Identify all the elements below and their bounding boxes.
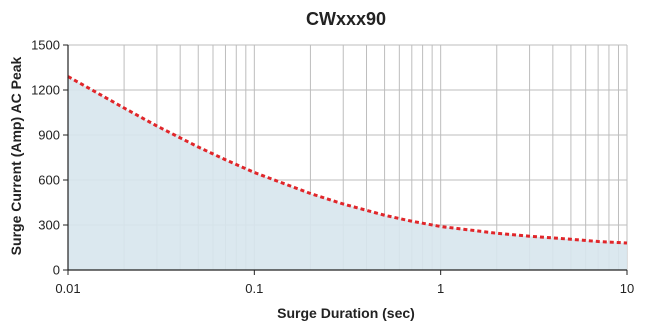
data-point [597,241,599,243]
data-point [197,146,199,148]
y-tick-label: 1500 [31,38,60,53]
x-tick-label: 1 [437,281,444,296]
data-point [384,214,386,216]
y-tick-label: 1200 [31,83,60,98]
data-point [626,242,628,244]
y-tick-label: 600 [38,173,60,188]
tick-labels: 0 300 600 900 1200 1500 0.01 0.1 1 10 [31,38,634,297]
data-point [123,107,125,109]
y-tick-label: 300 [38,218,60,233]
series-line [67,75,628,245]
data-point [440,226,442,228]
data-point [411,220,413,222]
y-tick-label: 0 [53,263,60,278]
data-point [529,235,531,237]
series-fill [68,76,627,270]
x-tick-label: 0.01 [55,281,80,296]
x-tick-label: 0.1 [245,281,263,296]
chart-title: CWxxx90 [306,9,386,29]
data-point [254,172,256,174]
data-point [570,238,572,240]
x-tick-label: 10 [620,281,634,296]
data-point [156,125,158,127]
data-point [342,203,344,205]
y-axis-label: Surge Current (Amp) AC Peak [8,56,24,255]
x-axis-label: Surge Duration (sec) [277,305,415,321]
data-point [310,193,312,195]
y-tick-label: 900 [38,128,60,143]
plot-area [67,75,628,270]
data-point [496,232,498,234]
axes [63,44,628,275]
data-point [225,159,227,161]
